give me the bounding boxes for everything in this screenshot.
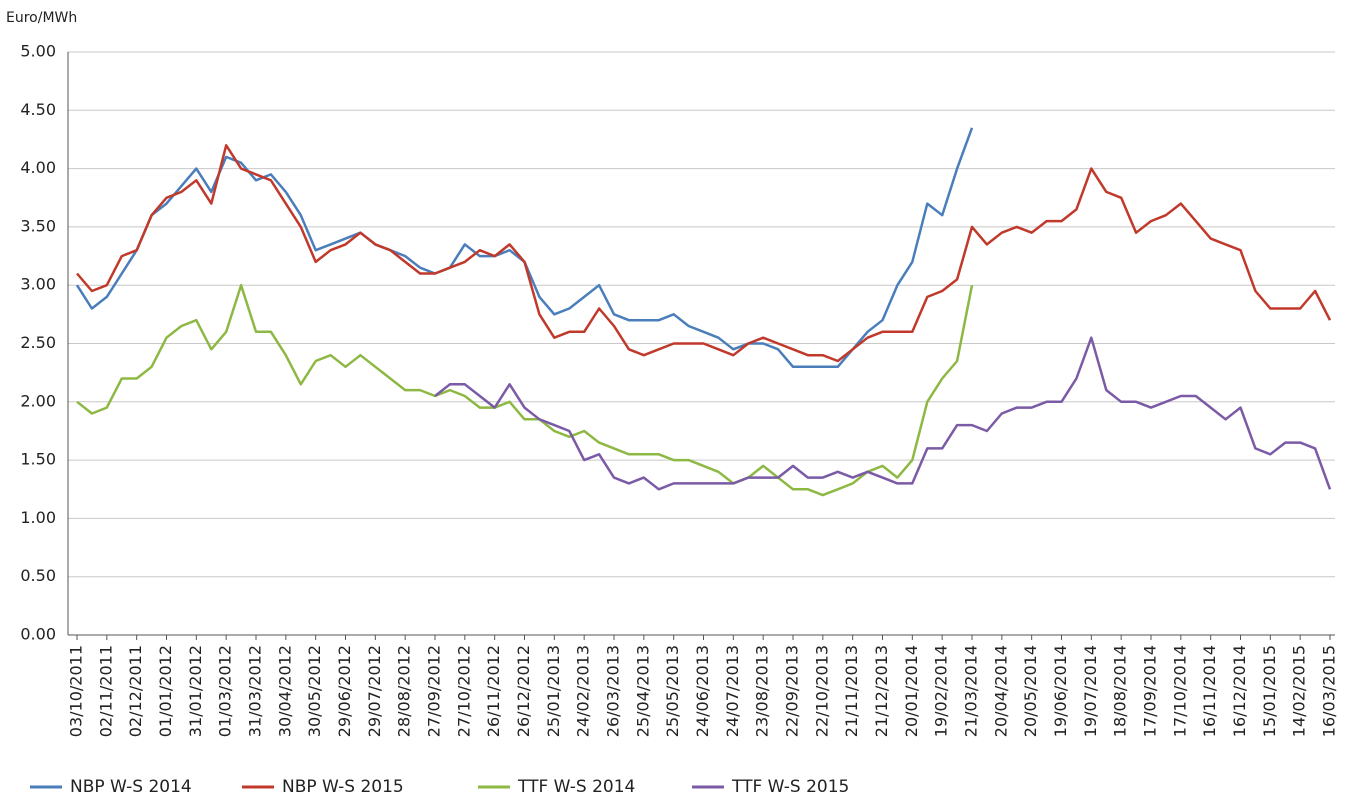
x-tick-label: 20/01/2014: [902, 645, 921, 737]
series-line: [434, 336, 1332, 491]
x-tick-label: 19/06/2014: [1051, 645, 1070, 737]
y-tick-label: 0.50: [20, 566, 56, 585]
legend-label: NBP W-S 2015: [282, 777, 404, 797]
x-tick-label: 15/01/2015: [1260, 645, 1279, 737]
x-tick-label: 21/11/2013: [842, 645, 861, 737]
series-line: [76, 144, 1332, 363]
x-tick-label: 22/09/2013: [783, 645, 802, 737]
x-tick-label: 20/05/2014: [1021, 645, 1040, 737]
x-tick-label: 14/02/2015: [1290, 645, 1309, 737]
x-tick-label: 24/07/2013: [723, 645, 742, 737]
x-tick-label: 30/04/2012: [275, 645, 294, 737]
x-tick-label: 03/10/2011: [67, 645, 86, 737]
x-tick-label: 02/12/2011: [126, 645, 145, 737]
x-tick-label: 25/01/2013: [544, 645, 563, 737]
x-tick-label: 29/06/2012: [335, 645, 354, 737]
y-tick-label: 3.50: [20, 216, 56, 235]
x-tick-label: 01/03/2012: [216, 645, 235, 737]
x-tick-label: 24/06/2013: [693, 645, 712, 737]
y-tick-label: 4.50: [20, 100, 56, 119]
series-line: [75, 127, 974, 369]
y-tick-label: 5.00: [20, 42, 56, 61]
x-tick-label: 31/03/2012: [246, 645, 265, 737]
x-tick-label: 19/02/2014: [932, 645, 951, 737]
x-tick-label: 24/02/2013: [574, 645, 593, 737]
y-tick-label: 1.50: [20, 450, 56, 469]
x-tick-label: 27/10/2012: [454, 645, 473, 737]
x-tick-label: 17/09/2014: [1141, 645, 1160, 737]
x-tick-label: 19/07/2014: [1081, 645, 1100, 737]
x-tick-label: 29/07/2012: [365, 645, 384, 737]
x-tick-label: 26/03/2013: [604, 645, 623, 737]
y-tick-label: 2.00: [20, 391, 56, 410]
x-tick-label: 23/08/2013: [753, 645, 772, 737]
y-tick-label: 3.00: [20, 275, 56, 294]
y-tick-label: 4.00: [20, 158, 56, 177]
x-tick-label: 02/11/2011: [96, 645, 115, 737]
y-tick-label: 1.00: [20, 508, 56, 527]
x-tick-label: 16/03/2015: [1320, 645, 1339, 737]
y-axis-label: Euro/MWh: [6, 10, 77, 26]
legend-label: TTF W-S 2015: [731, 777, 849, 797]
x-tick-label: 16/12/2014: [1230, 645, 1249, 737]
x-tick-label: 21/12/2013: [872, 645, 891, 737]
x-tick-label: 20/04/2014: [991, 645, 1010, 737]
x-tick-label: 16/11/2014: [1200, 645, 1219, 737]
legend-label: NBP W-S 2014: [70, 777, 192, 797]
y-tick-label: 0.00: [20, 625, 56, 644]
y-tick-label: 2.50: [20, 333, 56, 352]
x-tick-label: 26/12/2012: [514, 645, 533, 737]
x-tick-label: 27/09/2012: [425, 645, 444, 737]
x-tick-label: 21/03/2014: [962, 645, 981, 737]
x-tick-label: 31/01/2012: [186, 645, 205, 737]
legend-label: TTF W-S 2014: [517, 777, 635, 797]
series-line: [76, 283, 974, 497]
x-tick-label: 18/08/2014: [1111, 645, 1130, 737]
x-tick-label: 25/04/2013: [633, 645, 652, 737]
x-tick-label: 01/01/2012: [156, 645, 175, 737]
x-tick-label: 25/05/2013: [663, 645, 682, 737]
x-tick-label: 28/08/2012: [395, 645, 414, 737]
x-tick-label: 30/05/2012: [305, 645, 324, 737]
x-tick-label: 17/10/2014: [1170, 645, 1189, 737]
x-tick-label: 22/10/2013: [812, 645, 831, 737]
x-tick-label: 26/11/2012: [484, 645, 503, 737]
